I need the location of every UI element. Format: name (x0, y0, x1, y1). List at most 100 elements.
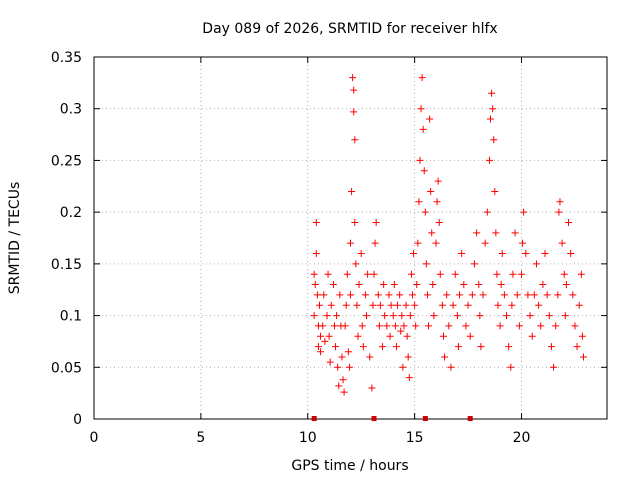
data-point (562, 281, 570, 289)
data-point (366, 353, 374, 361)
data-point (397, 327, 405, 335)
data-point (560, 270, 568, 278)
data-point (524, 291, 532, 299)
data-point (338, 353, 346, 361)
data-point (491, 187, 499, 195)
data-point (351, 218, 359, 226)
y-tick-label: 0.05 (51, 360, 82, 376)
data-point (335, 382, 343, 390)
data-point (405, 374, 413, 382)
data-point (494, 301, 502, 309)
data-point (426, 115, 434, 123)
data-point (439, 332, 447, 340)
data-point (454, 343, 462, 351)
data-point (508, 301, 516, 309)
x-tick-label: 20 (513, 430, 531, 446)
data-point (519, 239, 527, 247)
data-point (325, 332, 333, 340)
data-point (370, 270, 378, 278)
data-point (479, 291, 487, 299)
data-point (372, 218, 380, 226)
data-point (389, 312, 397, 320)
data-point (466, 332, 474, 340)
data-point (526, 312, 534, 320)
data-point (347, 239, 354, 247)
data-point (441, 353, 449, 361)
data-point (468, 291, 476, 299)
data-point (400, 322, 408, 330)
x-axis-label: GPS time / hours (291, 458, 408, 474)
data-point (319, 322, 327, 330)
zero-markers (311, 416, 473, 421)
data-point (451, 270, 459, 278)
data-point (354, 332, 362, 340)
data-point (578, 332, 586, 340)
data-point (509, 270, 517, 278)
y-tick-label: 0.3 (60, 102, 82, 118)
data-point (343, 270, 351, 278)
data-point (392, 343, 400, 351)
data-point (520, 208, 528, 216)
data-point (554, 291, 562, 299)
data-point (399, 363, 407, 371)
data-point (391, 322, 399, 330)
data-point (374, 291, 382, 299)
x-tick-labels: 0 5 10 15 20 (90, 430, 531, 446)
data-point (314, 343, 322, 351)
data-point (447, 363, 455, 371)
x-tick-label: 10 (299, 430, 317, 446)
data-point (387, 301, 395, 309)
data-point (573, 343, 581, 351)
data-points (310, 74, 587, 396)
data-point (547, 343, 555, 351)
data-point (513, 291, 521, 299)
data-point (532, 260, 540, 268)
data-point (386, 332, 394, 340)
data-point (443, 291, 451, 299)
data-point (432, 239, 440, 247)
data-point (411, 301, 419, 309)
data-point (403, 332, 411, 340)
data-point (483, 208, 491, 216)
data-point (505, 343, 513, 351)
data-point (311, 281, 319, 289)
data-point (357, 250, 365, 258)
data-point (413, 281, 421, 289)
data-point (408, 291, 416, 299)
zero-marker (371, 416, 377, 421)
data-point (341, 322, 349, 330)
data-point (339, 376, 347, 384)
data-point (355, 281, 363, 289)
data-point (575, 301, 583, 309)
data-point (316, 301, 324, 309)
data-point (518, 270, 525, 278)
data-point (349, 74, 357, 82)
data-point (383, 322, 391, 330)
data-point (310, 270, 318, 278)
data-point (363, 312, 371, 320)
data-point (312, 250, 320, 258)
data-point (321, 337, 329, 345)
data-point (458, 250, 466, 258)
data-point (350, 86, 358, 94)
data-point (429, 281, 437, 289)
data-point (492, 229, 500, 237)
data-point (396, 291, 404, 299)
data-point (379, 343, 387, 351)
data-point (348, 187, 356, 195)
data-point (324, 270, 332, 278)
data-point (326, 358, 334, 366)
data-point (353, 301, 361, 309)
data-point (515, 322, 523, 330)
data-point (500, 291, 508, 299)
data-point (364, 270, 372, 278)
data-point (415, 198, 423, 206)
data-point (329, 281, 337, 289)
data-point (334, 363, 342, 371)
data-point (511, 229, 519, 237)
data-point (543, 291, 551, 299)
data-point (485, 156, 493, 164)
data-point (449, 301, 457, 309)
data-point (414, 239, 422, 247)
data-point (462, 322, 470, 330)
